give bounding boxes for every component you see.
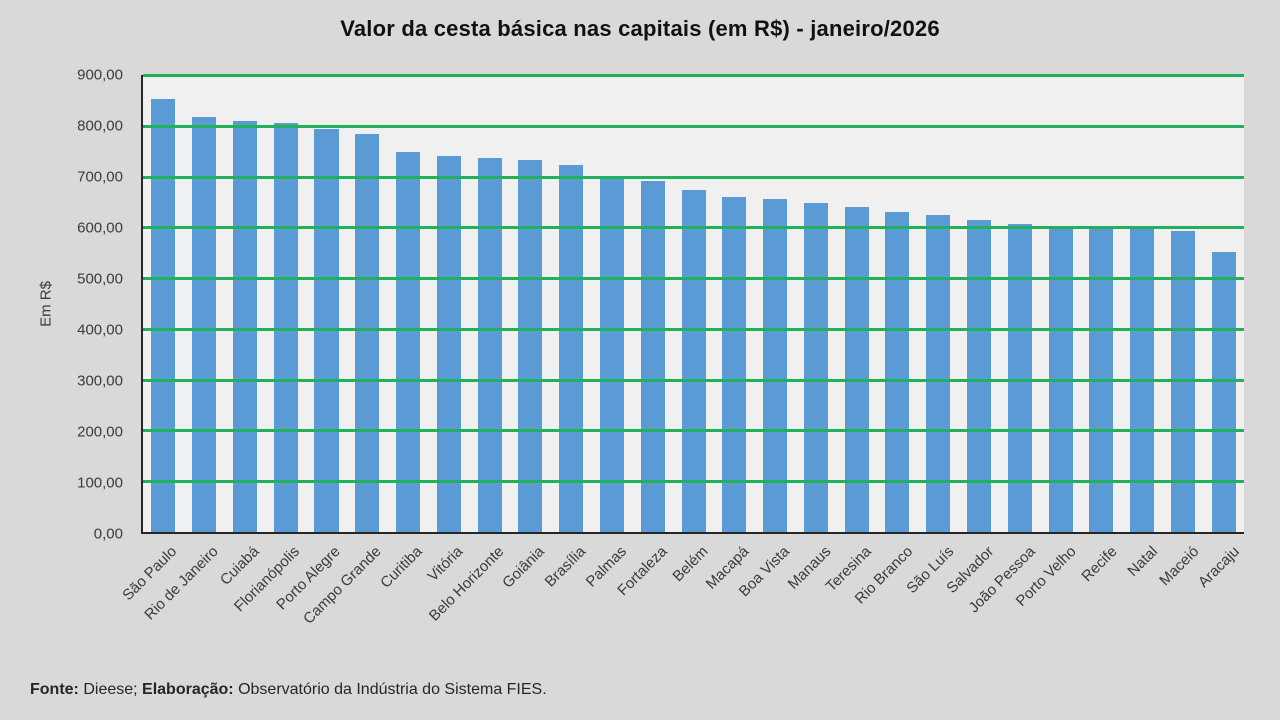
bar-slot xyxy=(225,75,266,532)
bar-slot xyxy=(551,75,592,532)
bar-slot xyxy=(796,75,837,532)
y-axis-labels: 0,00 100,00 200,00 300,00 400,00 500,00 600,00… xyxy=(0,67,131,543)
source-value: Dieese; xyxy=(83,681,138,698)
chart-bar xyxy=(681,190,706,532)
x-slot: Manaus xyxy=(784,534,836,664)
x-slot: Natal xyxy=(1122,534,1163,664)
x-slot: Recife xyxy=(1078,534,1122,664)
bar-slot xyxy=(1122,75,1163,532)
bar-slot xyxy=(143,75,184,532)
gridline xyxy=(143,74,1244,77)
x-tick-label: Brasília xyxy=(541,543,590,591)
bar-slot xyxy=(428,75,469,532)
y-tick-label: 0,00 xyxy=(93,525,123,543)
chart-bar xyxy=(844,206,869,532)
y-tick-label: 700,00 xyxy=(77,168,123,186)
chart-bar xyxy=(477,157,502,532)
bar-slot xyxy=(1203,75,1244,532)
elaboration-value: Observatório da Indústria do Sistema FIE… xyxy=(238,681,547,698)
chart-bar xyxy=(151,98,176,532)
x-slot: Rio de Janeiro xyxy=(141,534,223,664)
gridline xyxy=(143,277,1244,281)
chart-bar xyxy=(803,202,828,532)
y-tick-label: 200,00 xyxy=(77,423,123,441)
gridline xyxy=(143,327,1244,331)
bar-slot xyxy=(632,75,673,532)
chart-bar xyxy=(885,212,910,532)
bar-slot xyxy=(306,75,347,532)
bar-series xyxy=(143,75,1244,532)
bar-slot xyxy=(592,75,633,532)
chart-bar xyxy=(926,215,951,532)
bar-slot xyxy=(1040,75,1081,532)
x-slot: Belo Horizonte xyxy=(426,534,509,664)
x-slot: Belém xyxy=(670,534,713,664)
x-slot: Brasília xyxy=(542,534,591,664)
x-slot: Rio Branco xyxy=(851,534,917,664)
chart-bar xyxy=(518,159,543,532)
gridline xyxy=(143,124,1244,128)
bar-slot xyxy=(1163,75,1204,532)
y-tick-label: 600,00 xyxy=(77,219,123,237)
bar-slot xyxy=(714,75,755,532)
bar-slot xyxy=(673,75,714,532)
x-tick-label: Maceió xyxy=(1155,543,1202,590)
y-tick-label: 100,00 xyxy=(77,474,123,492)
gridline xyxy=(143,480,1244,484)
chart-bar xyxy=(640,180,665,532)
elaboration-label: Elaboração: xyxy=(142,681,234,698)
x-slot: Fortaleza xyxy=(615,534,672,664)
source-label: Fonte: xyxy=(30,681,79,698)
chart-bar xyxy=(396,152,421,532)
y-tick-label: 900,00 xyxy=(77,66,123,84)
y-tick-label: 400,00 xyxy=(77,321,123,339)
chart-title: Valor da cesta básica nas capitais (em R… xyxy=(340,16,940,41)
gridline xyxy=(143,378,1244,382)
bar-slot xyxy=(347,75,388,532)
x-slot: São Luís xyxy=(903,534,958,664)
bar-slot xyxy=(999,75,1040,532)
bar-slot xyxy=(755,75,796,532)
bar-slot xyxy=(184,75,225,532)
x-slot: Goiânia xyxy=(500,534,550,664)
chart-bar xyxy=(273,122,298,532)
x-slot: Maceió xyxy=(1156,534,1203,664)
bar-slot xyxy=(1081,75,1122,532)
gridline xyxy=(143,429,1244,433)
bar-slot xyxy=(836,75,877,532)
bar-slot xyxy=(469,75,510,532)
chart-bar xyxy=(192,117,217,532)
source-note: Fonte: Dieese; Elaboração: Observatório … xyxy=(30,681,547,699)
chart-bar xyxy=(559,164,584,532)
bar-slot xyxy=(388,75,429,532)
chart-bar xyxy=(722,196,747,532)
bar-slot xyxy=(265,75,306,532)
bar-slot xyxy=(918,75,959,532)
chart-bar xyxy=(436,155,461,532)
plot-area xyxy=(141,74,1244,534)
x-slot: Campo Grande xyxy=(300,534,386,664)
bar-slot xyxy=(877,75,918,532)
x-tick-label: Natal xyxy=(1124,543,1162,580)
x-slot: Porto Velho xyxy=(1012,534,1081,664)
y-tick-label: 500,00 xyxy=(77,270,123,288)
y-tick-label: 300,00 xyxy=(77,372,123,390)
chart-bar xyxy=(355,134,380,532)
x-tick-label: Recife xyxy=(1078,543,1121,586)
x-slot: Boa Vista xyxy=(736,534,795,664)
chart-bar xyxy=(1211,251,1236,532)
bar-slot xyxy=(510,75,551,532)
y-tick-label: 800,00 xyxy=(77,117,123,135)
x-slot: Aracaju xyxy=(1195,534,1244,664)
chart-bar xyxy=(232,120,257,532)
chart-bar xyxy=(599,176,624,532)
gridline xyxy=(143,226,1244,230)
bar-slot xyxy=(959,75,1000,532)
chart-bar xyxy=(763,199,788,532)
x-axis-labels: São Paulo Rio de Janeiro Cuiabá Florianópol… xyxy=(119,534,1244,664)
chart-bar xyxy=(966,220,992,532)
gridline xyxy=(143,175,1244,179)
x-slot: Curitiba xyxy=(377,534,427,664)
